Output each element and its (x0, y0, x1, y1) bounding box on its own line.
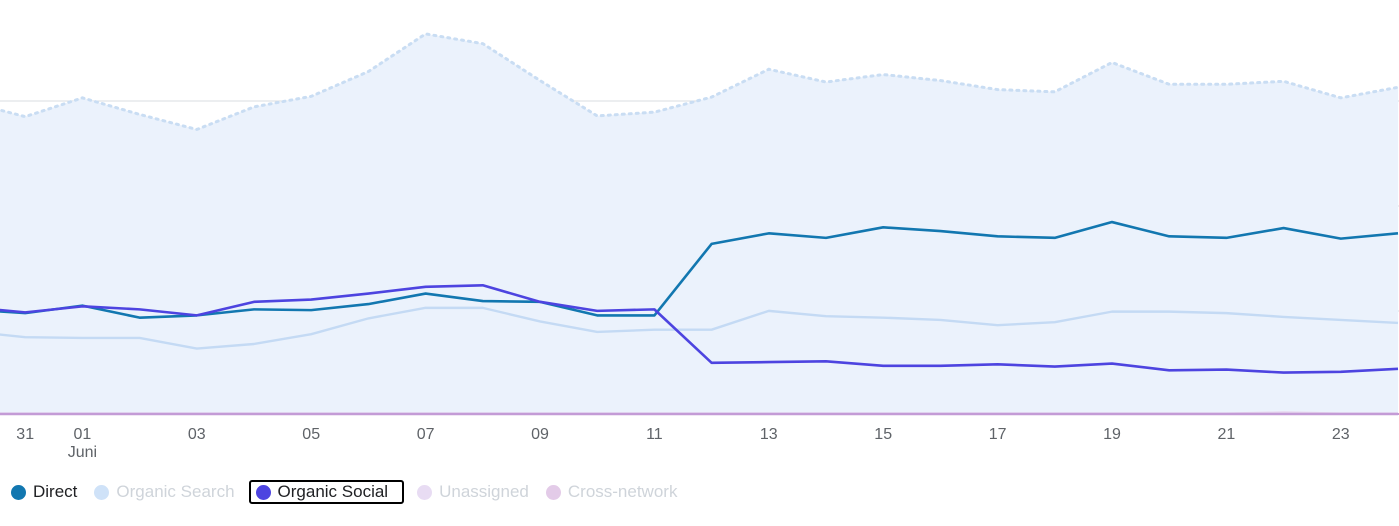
organic-search-area (0, 33, 1398, 414)
area-layer (0, 32, 1399, 414)
organic-search-trend-line (0, 306, 1399, 350)
organic-social-line (0, 283, 1399, 374)
x-tick-23: 23 (1332, 426, 1350, 443)
legend-label-organic-search: Organic Search (116, 482, 235, 501)
line-chart: 31 01 03 05 07 09 11 13 15 17 19 21 23 Juni (0, 32, 1399, 461)
legend-label-unassigned: Unassigned (439, 482, 529, 501)
legend-item-organic-search[interactable]: Organic Search (83, 480, 240, 504)
x-tick-13: 13 (760, 426, 778, 443)
legend: Direct Organic Search Organic Social Unassi… (0, 478, 683, 506)
legend-dot-direct (11, 484, 26, 500)
legend-dot-cross-network (545, 484, 561, 500)
x-tick-31: 31 (16, 426, 34, 443)
legend-item-unassigned[interactable]: Unassigned (406, 480, 535, 504)
series-lines (0, 220, 1399, 416)
x-tick-15: 15 (874, 426, 892, 443)
x-tick-11: 11 (646, 426, 663, 443)
legend-dot-unassigned (417, 484, 433, 500)
legend-label-direct: Direct (33, 482, 78, 501)
legend-item-organic-social[interactable]: Organic Social (248, 480, 405, 504)
x-tick-07: 07 (417, 426, 435, 443)
legend-label-cross-network: Cross-network (567, 482, 678, 501)
legend-dot-organic-social (255, 484, 271, 500)
legend-dot-organic-search (94, 484, 110, 500)
x-tick-03: 03 (188, 426, 206, 443)
x-tick-17: 17 (989, 426, 1007, 443)
legend-item-cross-network[interactable]: Cross-network (535, 480, 684, 504)
organic-search-dotted-line (0, 32, 1399, 132)
x-tick-01: 01 (74, 426, 92, 443)
x-tick-09: 09 (531, 426, 549, 443)
x-tick-19: 19 (1103, 426, 1121, 443)
x-axis: 31 01 03 05 07 09 11 13 15 17 19 21 23 Juni (16, 426, 1349, 461)
legend-label-organic-social: Organic Social (277, 482, 389, 501)
legend-item-direct[interactable]: Direct (0, 480, 83, 504)
x-tick-month: Juni (68, 444, 97, 461)
x-tick-05: 05 (302, 426, 320, 443)
x-tick-21: 21 (1218, 426, 1236, 443)
